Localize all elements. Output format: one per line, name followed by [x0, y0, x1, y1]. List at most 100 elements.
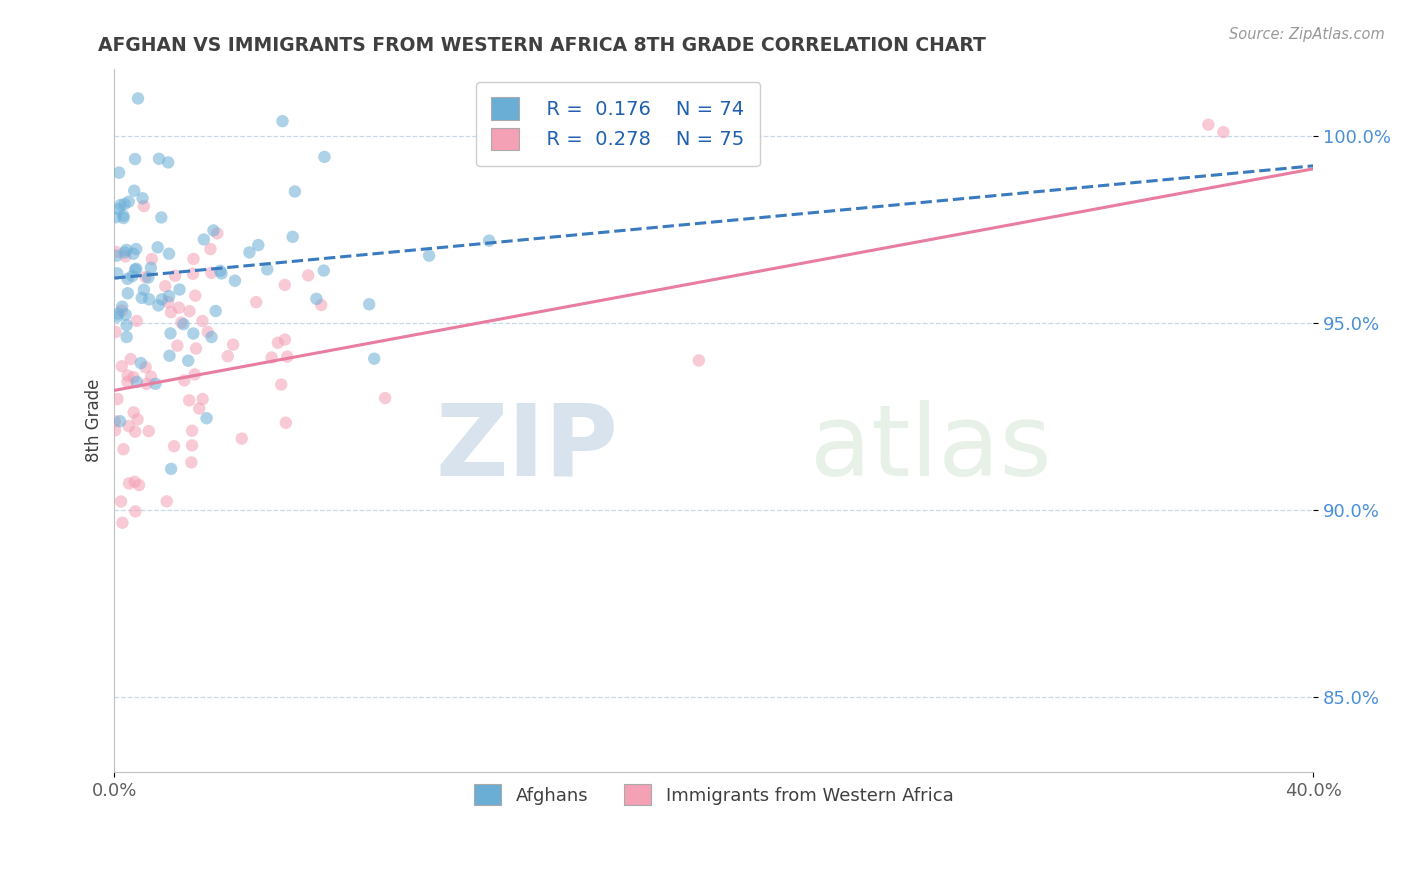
Point — [125, 314, 148, 328]
Point — [274, 277, 297, 292]
Point — [167, 301, 190, 315]
Point — [129, 356, 152, 370]
Point — [135, 360, 157, 375]
Point — [195, 411, 218, 425]
Point — [107, 202, 129, 217]
Point — [150, 211, 173, 225]
Point — [363, 351, 385, 366]
Point — [135, 376, 157, 391]
Point — [141, 252, 163, 266]
Point — [181, 267, 204, 281]
Point — [688, 353, 710, 368]
Y-axis label: 8th Grade: 8th Grade — [86, 378, 103, 462]
Point — [117, 368, 139, 383]
Point — [297, 268, 319, 283]
Point — [188, 401, 211, 416]
Point — [146, 240, 169, 254]
Point — [173, 373, 195, 387]
Point — [131, 191, 153, 205]
Point — [155, 279, 177, 293]
Point — [127, 412, 149, 426]
Point — [108, 414, 131, 428]
Point — [117, 286, 139, 301]
Point — [160, 462, 183, 476]
Point — [183, 368, 205, 382]
Point — [193, 232, 215, 246]
Point — [260, 351, 283, 365]
Point — [177, 353, 200, 368]
Point — [115, 330, 138, 344]
Point — [111, 359, 134, 374]
Point — [110, 494, 132, 508]
Point — [138, 424, 160, 438]
Point — [107, 307, 129, 321]
Point — [163, 439, 186, 453]
Point — [157, 295, 180, 310]
Text: atlas: atlas — [810, 400, 1052, 497]
Point — [200, 266, 222, 280]
Point — [117, 375, 139, 389]
Point — [200, 330, 222, 344]
Point — [157, 246, 180, 260]
Point — [159, 326, 181, 341]
Point — [202, 223, 225, 237]
Point — [110, 198, 132, 212]
Point — [132, 199, 155, 213]
Point — [127, 91, 149, 105]
Point — [183, 326, 205, 341]
Point — [104, 423, 127, 437]
Point — [418, 249, 440, 263]
Point — [281, 229, 304, 244]
Point — [124, 262, 146, 277]
Point — [157, 155, 180, 169]
Point — [121, 268, 143, 283]
Point — [157, 289, 180, 303]
Point — [217, 349, 239, 363]
Point — [256, 262, 278, 277]
Point — [284, 185, 307, 199]
Point — [114, 308, 136, 322]
Point — [148, 152, 170, 166]
Point — [211, 267, 233, 281]
Point — [359, 297, 381, 311]
Point — [181, 438, 204, 452]
Point — [108, 166, 131, 180]
Point — [111, 303, 134, 318]
Point — [107, 392, 129, 406]
Point — [112, 442, 135, 457]
Point — [139, 369, 162, 384]
Point — [125, 242, 148, 256]
Point — [180, 455, 202, 469]
Point — [114, 245, 136, 260]
Point — [124, 425, 146, 439]
Point — [150, 293, 173, 307]
Point — [231, 432, 253, 446]
Point — [222, 337, 245, 351]
Point — [173, 317, 195, 331]
Point — [132, 283, 155, 297]
Point — [115, 243, 138, 257]
Point — [166, 338, 188, 352]
Point — [181, 424, 204, 438]
Point — [104, 414, 127, 428]
Point — [120, 352, 142, 367]
Point — [105, 245, 128, 260]
Point — [160, 305, 183, 319]
Point — [179, 304, 201, 318]
Point — [1197, 118, 1219, 132]
Point — [118, 476, 141, 491]
Point — [238, 245, 260, 260]
Point — [111, 300, 134, 314]
Point — [191, 314, 214, 328]
Point — [197, 325, 219, 339]
Point — [274, 416, 297, 430]
Point — [104, 325, 127, 339]
Text: Source: ZipAtlas.com: Source: ZipAtlas.com — [1229, 27, 1385, 42]
Point — [191, 392, 214, 406]
Point — [122, 246, 145, 260]
Point — [200, 242, 222, 256]
Point — [314, 150, 336, 164]
Point — [139, 260, 162, 275]
Point — [156, 494, 179, 508]
Point — [184, 342, 207, 356]
